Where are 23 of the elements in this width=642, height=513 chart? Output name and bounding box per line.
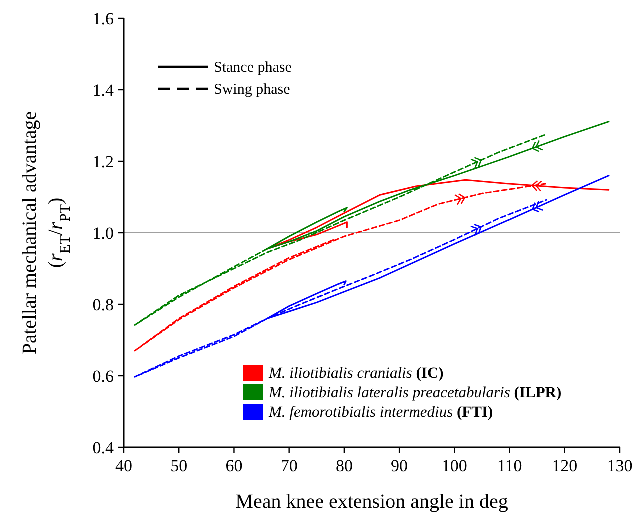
x-tick-label: 80 [336, 456, 353, 476]
y-tick-label: 0.8 [92, 296, 114, 314]
x-tick-label: 90 [391, 456, 408, 476]
legend-label: M. iliotibialis cranialis (IC) [268, 365, 444, 382]
x-tick-label: 130 [607, 456, 633, 476]
x-tick-label: 100 [442, 456, 468, 476]
legend-label: M. iliotibialis lateralis preacetabularis (ILPR) [268, 384, 562, 402]
x-axis-title: Mean knee extension angle in deg [236, 491, 508, 513]
y-tick-label: 1.0 [92, 224, 114, 243]
x-tick-label: 70 [280, 456, 298, 476]
x-tick-label: 50 [170, 456, 188, 476]
y-tick-label: 0.4 [92, 438, 114, 458]
x-tick-label: 60 [226, 456, 243, 476]
annotation: Swing phase [214, 82, 291, 98]
y-tick-label: 1.2 [92, 152, 114, 172]
y-tick-label: 1.6 [92, 10, 114, 28]
y-tick-label: 0.6 [92, 367, 114, 386]
x-tick-label: 120 [552, 456, 578, 476]
y-tick-label: 1.4 [92, 81, 114, 100]
annotation: Stance phase [214, 60, 292, 76]
x-tick-label: 110 [497, 456, 522, 476]
legend-label: M. femorotibialis intermedius (FTI) [268, 404, 494, 421]
x-tick-label: 40 [116, 456, 132, 476]
